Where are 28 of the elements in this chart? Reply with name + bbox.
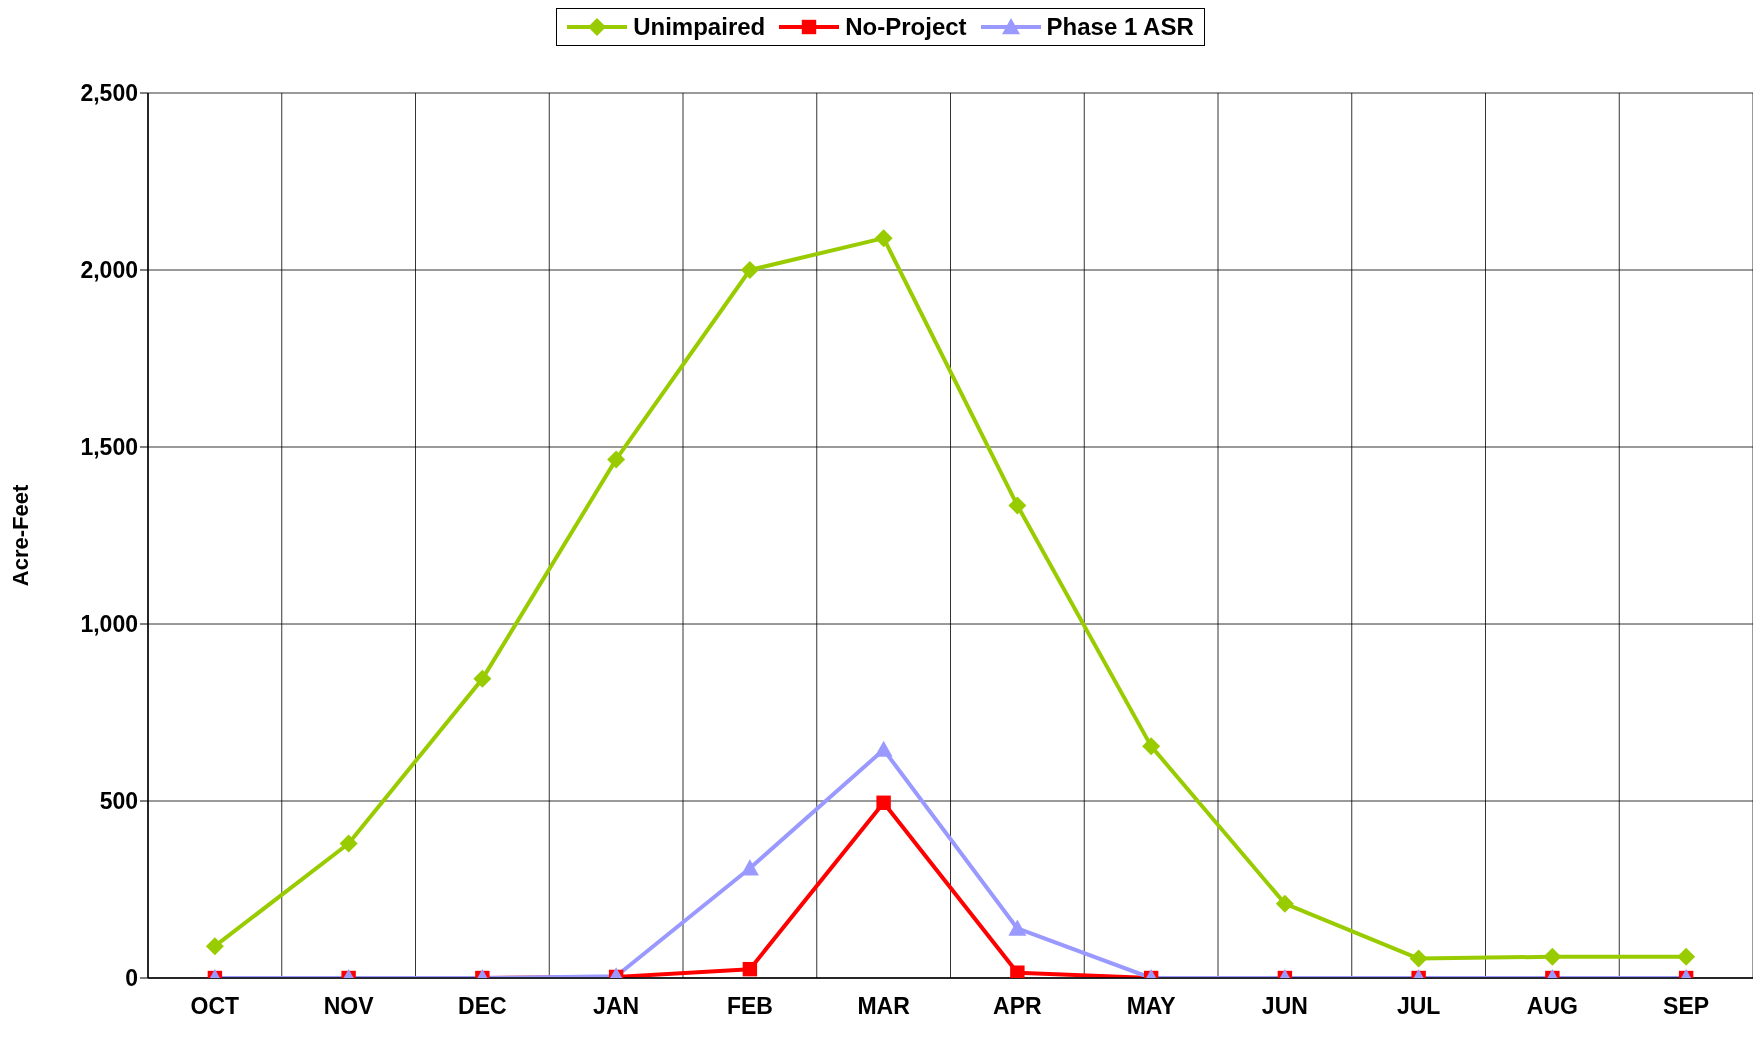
point <box>740 261 759 279</box>
x-tick-label: APR <box>993 993 1043 1020</box>
x-tick-label: MAY <box>1126 993 1176 1020</box>
y-tick-label: 1,500 <box>80 434 138 461</box>
y-tick-label: 2,500 <box>80 80 138 107</box>
x-tick-label: JAN <box>593 993 640 1020</box>
x-tick-label: DEC <box>458 993 507 1020</box>
x-tick-label: OCT <box>190 993 240 1020</box>
x-tick-label: SEP <box>1663 993 1710 1020</box>
point <box>874 740 893 757</box>
point <box>1008 496 1027 515</box>
legend-label: No-Project <box>845 13 967 41</box>
x-tick-label: FEB <box>726 993 773 1020</box>
point <box>473 669 492 688</box>
y-tick-label: 2,000 <box>80 257 138 284</box>
y-tick-label: 0 <box>125 965 138 992</box>
x-tick-label: JUL <box>1396 993 1441 1020</box>
point <box>874 229 893 248</box>
legend-label: Unimpaired <box>633 13 766 41</box>
point <box>607 450 626 469</box>
x-tick-label: JUN <box>1261 993 1308 1020</box>
x-tick-label: NOV <box>323 993 375 1020</box>
y-tick-label: 500 <box>99 788 138 815</box>
x-tick-label: AUG <box>1526 993 1578 1020</box>
x-tick-label: MAR <box>857 993 911 1020</box>
y-tick-label: 1,000 <box>80 611 138 638</box>
y-axis-title: Acre-Feet <box>7 484 33 587</box>
legend-label: Phase 1 ASR <box>1046 13 1194 41</box>
